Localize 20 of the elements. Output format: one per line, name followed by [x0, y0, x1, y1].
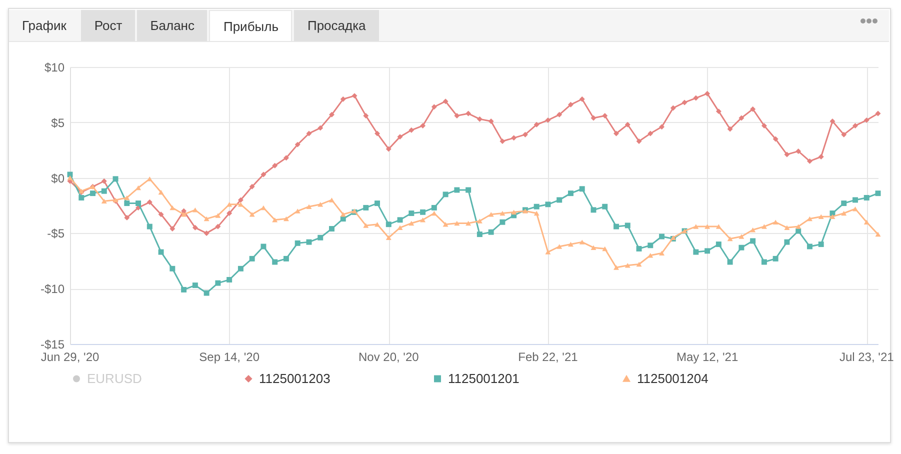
y-tick-label: $0	[51, 171, 65, 186]
text: Рост	[81, 10, 136, 41]
legend-label: 1125001201	[448, 370, 520, 386]
x-tick-label: May 12, '21	[676, 350, 738, 364]
text: Прибыль	[209, 10, 292, 41]
text: Баланс	[137, 10, 208, 41]
x-tick-label: Feb 22, '21	[518, 350, 578, 364]
text: Просадка	[294, 10, 379, 41]
x-tick-label: Jul 23, '21	[839, 350, 894, 364]
legend-label: 1125001204	[637, 370, 708, 386]
text: График	[9, 10, 80, 41]
y-tick-label: -$15	[40, 338, 65, 352]
x-tick-label: Sep 14, '20	[199, 350, 260, 364]
x-tick-label: Jun 29, '20	[40, 350, 100, 364]
y-tick-label: -$10	[40, 282, 65, 296]
y-tick-label: -$5	[47, 226, 65, 241]
y-tick-label: $5	[51, 116, 65, 130]
x-tick-label: Nov 20, '20	[358, 350, 420, 364]
y-tick-label: $10	[44, 60, 65, 74]
legend-label: 1125001203	[259, 370, 330, 386]
